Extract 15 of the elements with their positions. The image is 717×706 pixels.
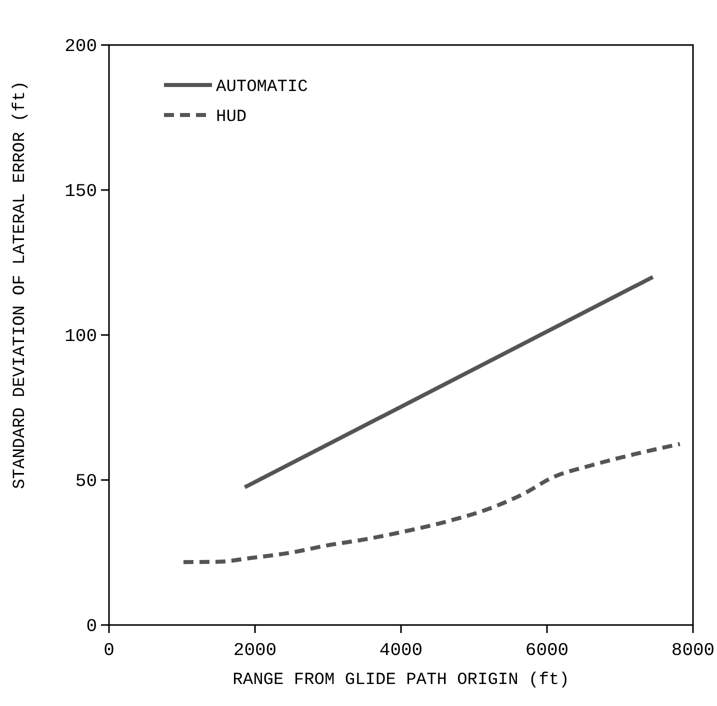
y-tick-label: 200 xyxy=(64,37,97,57)
x-tick-label: 4000 xyxy=(379,641,423,661)
y-tick-label: 50 xyxy=(75,472,97,492)
x-tick-label: 0 xyxy=(104,641,114,661)
line-series xyxy=(181,442,682,564)
y-axis-title: STANDARD DEVIATION OF LATERAL ERROR (ft) xyxy=(11,80,30,490)
y-tick-label: 100 xyxy=(64,327,97,347)
legend-label: AUTOMATIC xyxy=(216,78,308,97)
y-tick-label: 150 xyxy=(64,182,97,202)
x-axis-title: RANGE FROM GLIDE PATH ORIGIN (ft) xyxy=(232,671,570,690)
x-tick-label: 8000 xyxy=(671,641,715,661)
x-tick-label: 6000 xyxy=(525,641,569,661)
legend-label: HUD xyxy=(216,108,247,127)
y-tick-label: 0 xyxy=(86,617,97,637)
x-tick-label: 2000 xyxy=(233,641,277,661)
